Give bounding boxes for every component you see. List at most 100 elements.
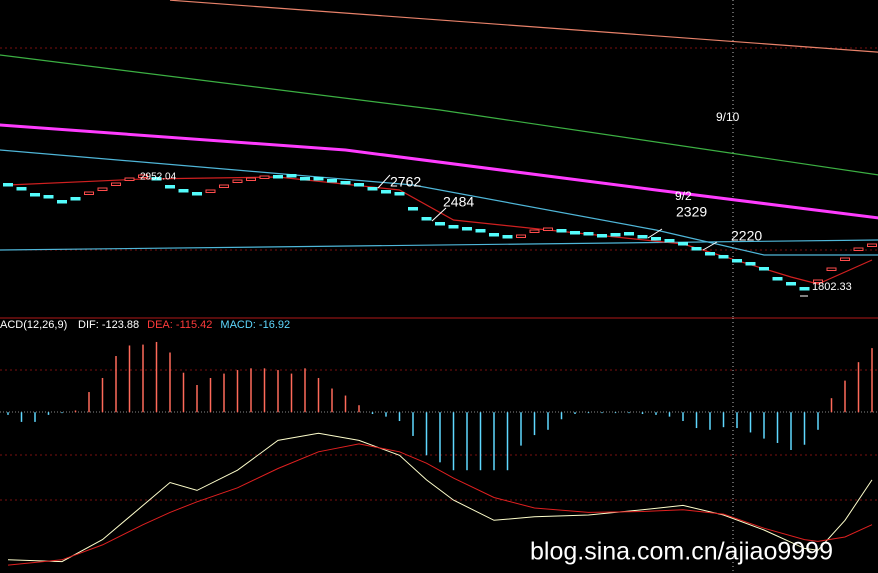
price-annotation: 2484 [443,194,474,210]
candle [799,287,810,291]
price-annotation: 9/2 [675,189,692,203]
candle [664,239,675,243]
macd-title: ACD(12,26,9) [0,319,67,331]
candle [840,257,850,261]
legend-value: -16.92 [259,319,290,331]
candle [138,174,148,178]
candle [529,229,540,233]
candle [421,217,432,221]
annotation-arrow [647,228,663,239]
candle [826,267,837,271]
candle [813,279,823,283]
candle [84,191,94,195]
candle [327,179,337,183]
candle [246,177,256,181]
annotation-arrow [377,174,391,189]
macd-line [7,443,873,566]
price-annotation: 9/10 [716,110,740,124]
price-annotation: 1802.33 [812,281,852,293]
candle [205,189,216,193]
candle [313,177,324,181]
moving-average [0,239,878,251]
legend-value: -115.42 [176,319,213,331]
macd-line [7,432,873,563]
candle [16,187,27,191]
macd-panel: DIF: -123.88 DEA: -115.42 MACD: -16.92 [7,319,873,566]
candle [759,267,769,271]
candle [516,234,526,238]
candle [30,193,40,197]
candle [772,277,783,281]
candle [273,175,283,179]
candle [151,177,162,181]
candle [597,234,607,238]
legend-value: -123.88 [102,319,139,331]
candle [165,185,175,189]
watermark: blog.sina.com.cn/ajiao9999 [530,538,833,566]
price-annotation: 2220 [731,228,762,244]
candle [340,181,351,185]
candle [732,259,742,263]
candle [300,177,310,181]
candle [448,225,459,229]
candle [97,187,108,191]
candle [70,197,81,201]
legend-entry: DIF: -123.88 [78,319,139,331]
candle [489,233,499,237]
moving-average [0,123,878,220]
price-annotation: 2329 [676,204,707,220]
candle [556,229,567,233]
moving-average [0,54,878,176]
candle [610,233,621,237]
candle [718,255,729,259]
annotation-arrow [702,241,718,251]
candle [124,177,135,181]
candle [570,231,580,235]
candle [705,252,715,256]
candle [232,179,243,183]
candle [583,232,594,236]
legend-entry: MACD: -16.92 [220,319,290,331]
moving-average [7,176,873,285]
candle [367,187,378,191]
candle [111,182,121,186]
price-annotation: 2952.04 [140,172,177,183]
candle [543,227,553,231]
candle [354,183,364,187]
grid [0,47,878,501]
price-annotation: 2762 [390,174,421,190]
candle [691,247,702,251]
candle [219,184,229,188]
candle [678,242,688,246]
candle [853,247,864,251]
annotation-arrow [431,207,447,222]
candle [286,174,297,178]
candle [867,243,877,247]
moving-average [0,149,878,256]
candle [381,190,391,194]
candle [43,195,54,199]
candle [624,232,634,236]
candle [259,175,270,179]
candle [651,237,661,241]
candle [637,235,648,239]
legend-label: DEA: [147,319,173,331]
candle [408,207,418,211]
legend-label: MACD: [220,319,255,331]
candle [502,235,513,239]
candle [745,262,756,266]
legend-entry: DEA: -115.42 [147,319,212,331]
candle [3,183,13,187]
candle [192,192,202,196]
candle [475,229,486,233]
candle [394,192,405,196]
candle [435,222,445,226]
candle [178,189,189,193]
candle [462,227,472,231]
legend-label: DIF: [78,319,99,331]
candle [786,282,796,286]
candle [57,200,67,204]
